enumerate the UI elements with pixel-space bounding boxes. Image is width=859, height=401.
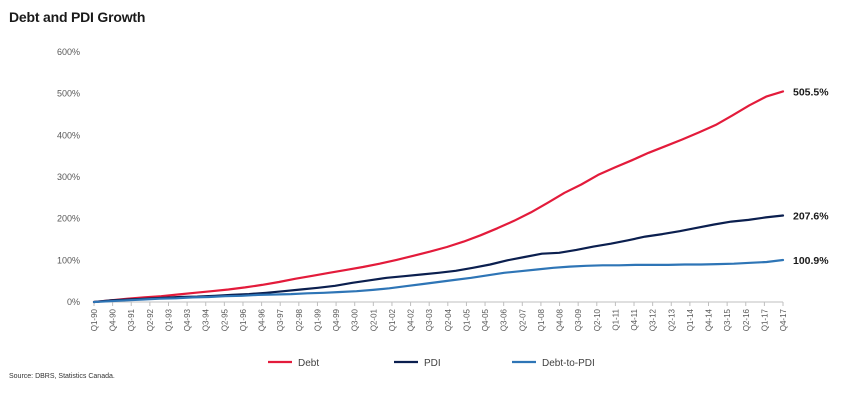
x-tick-label: Q2-10 <box>593 308 602 331</box>
chart-title: Debt and PDI Growth <box>9 9 146 25</box>
x-tick-label: Q4-14 <box>705 308 714 331</box>
x-tick-label: Q4-90 <box>109 308 118 331</box>
x-tick-label: Q4-96 <box>258 308 267 331</box>
legend-item-label: PDI <box>424 358 441 369</box>
x-tick-label: Q2-04 <box>444 308 453 331</box>
x-tick-label: Q4-17 <box>779 308 788 331</box>
x-tick-label: Q3-94 <box>202 308 211 331</box>
legend-item-label: Debt-to-PDI <box>542 358 595 369</box>
x-tick-label: Q1-02 <box>388 308 397 331</box>
x-tick-label: Q2-01 <box>369 308 378 331</box>
x-tick-label: Q1-90 <box>90 308 99 331</box>
x-tick-label: Q3-12 <box>649 308 658 331</box>
y-tick-label: 0% <box>67 297 80 307</box>
x-tick-label: Q1-05 <box>462 308 471 331</box>
x-tick-label: Q3-03 <box>425 308 434 331</box>
x-tick-label: Q1-14 <box>686 308 695 331</box>
end-value-label: 505.5% <box>793 86 829 98</box>
x-tick-label: Q4-02 <box>407 308 416 331</box>
x-tick-label: Q1-08 <box>537 308 546 331</box>
x-tick-label: Q2-92 <box>146 308 155 331</box>
series-line-pdi <box>92 214 785 304</box>
y-tick-label: 200% <box>57 214 80 224</box>
legend-item-label: Debt <box>298 358 319 369</box>
x-tick-label: Q3-06 <box>500 308 509 331</box>
y-tick-label: 600% <box>57 47 80 57</box>
x-tick-label: Q4-08 <box>556 308 565 331</box>
x-tick-label: Q2-95 <box>220 308 229 331</box>
x-tick-label: Q4-11 <box>630 308 639 330</box>
x-tick-label: Q4-05 <box>481 308 490 331</box>
y-tick-label: 500% <box>57 89 80 99</box>
y-tick-label: 300% <box>57 172 80 182</box>
x-tick-label: Q4-93 <box>183 308 192 331</box>
x-tick-label: Q2-07 <box>518 308 527 331</box>
series-line-debt <box>92 90 785 304</box>
x-tick-label: Q1-96 <box>239 308 248 331</box>
x-tick-label: Q2-13 <box>667 308 676 331</box>
source-note: Source: DBRS, Statistics Canada. <box>9 373 115 380</box>
x-tick-label: Q4-99 <box>332 308 341 331</box>
series-line-debt-to-pdi <box>92 258 785 304</box>
x-tick-label: Q2-98 <box>295 308 304 331</box>
x-tick-label: Q3-91 <box>127 308 136 331</box>
x-tick-label: Q3-15 <box>723 308 732 331</box>
x-tick-label: Q1-99 <box>313 308 322 331</box>
y-tick-label: 400% <box>57 130 80 140</box>
x-tick-label: Q1-17 <box>760 308 769 331</box>
x-tick-label: Q3-97 <box>276 308 285 331</box>
x-tick-label: Q1-11 <box>611 308 620 330</box>
x-tick-label: Q2-16 <box>742 308 751 331</box>
end-value-label: 207.6% <box>793 211 829 223</box>
x-tick-label: Q3-00 <box>351 308 360 331</box>
end-value-label: 100.9% <box>793 255 829 267</box>
x-tick-label: Q3-09 <box>574 308 583 331</box>
y-tick-label: 100% <box>57 255 80 265</box>
x-tick-label: Q1-93 <box>164 308 173 331</box>
